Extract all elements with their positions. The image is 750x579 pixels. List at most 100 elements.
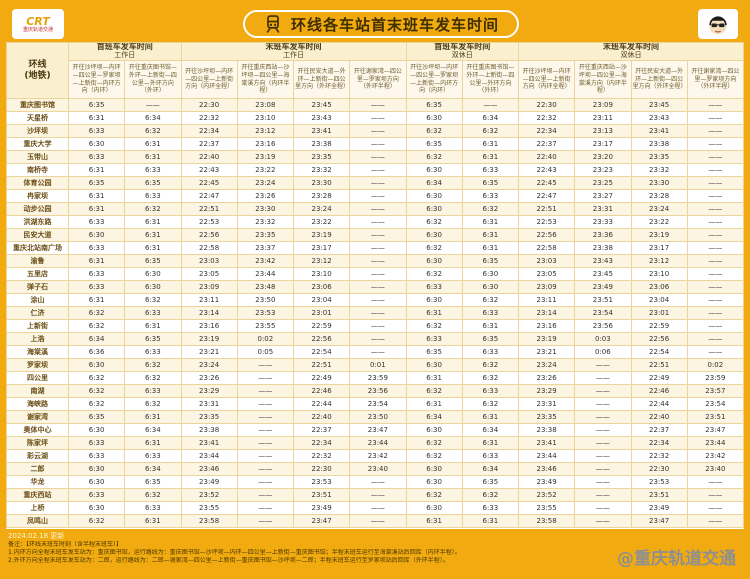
line-label-top: 环线 bbox=[28, 59, 47, 70]
time-cell: 6:36 bbox=[67, 345, 126, 359]
time-cell: 6:35 bbox=[461, 176, 520, 190]
time-cell: —— bbox=[236, 423, 295, 437]
time-cell: 6:31 bbox=[124, 150, 182, 164]
time-cell: 6:34 bbox=[405, 410, 463, 424]
table-row: 天星桥 6:31 6:34 22:32 23:10 23:43 —— 6:30 6:34 22:3… bbox=[6, 111, 744, 125]
time-cell: 22:32 bbox=[292, 449, 351, 463]
time-cell: 6:31 bbox=[124, 436, 182, 450]
time-cell: 6:32 bbox=[405, 436, 463, 450]
time-cell: 6:31 bbox=[124, 215, 182, 229]
time-cell: 22:58 bbox=[517, 241, 576, 255]
time-cell: —— bbox=[686, 293, 744, 307]
station-name: 动步公园 bbox=[6, 202, 69, 216]
time-cell: —— bbox=[574, 449, 632, 463]
time-cell: —— bbox=[349, 215, 407, 229]
station-name: 二郎 bbox=[6, 462, 69, 476]
time-cell: —— bbox=[349, 267, 407, 281]
time-cell: 22:34 bbox=[180, 124, 238, 138]
time-cell: 6:35 bbox=[124, 176, 182, 190]
time-cell: 23:09 bbox=[574, 98, 632, 112]
time-cell: 6:30 bbox=[405, 423, 463, 437]
time-cell: 23:38 bbox=[292, 137, 351, 151]
direction-header: 开往重庆西站—沙坪坝—四公里—海棠溪方向（内环半程） bbox=[236, 60, 295, 99]
station-name: 仁济 bbox=[6, 306, 69, 320]
time-cell: 23:13 bbox=[574, 124, 632, 138]
page-title-pill: 环线各车站首末班车发车时间 bbox=[242, 10, 519, 38]
table-row: 上桥 6:30 6:33 23:55 —— 23:49 —— 6:30 6:33 23:55 —— 2… bbox=[6, 501, 744, 515]
time-cell: 23:32 bbox=[630, 163, 688, 177]
time-cell: 23:41 bbox=[517, 436, 576, 450]
time-cell: 23:53 bbox=[236, 306, 295, 320]
time-cell: 23:45 bbox=[292, 98, 351, 112]
time-cell: 6:35 bbox=[405, 137, 463, 151]
time-cell: —— bbox=[574, 410, 632, 424]
time-cell: 6:31 bbox=[67, 111, 126, 125]
time-cell: 22:37 bbox=[517, 137, 576, 151]
time-cell: 22:59 bbox=[292, 319, 351, 333]
table-row: 重庆大学 6:30 6:31 22:37 23:16 23:38 —— 6:35 6:31 22:… bbox=[6, 137, 744, 151]
direction-header: 开往重庆图书馆—外环—上新街—四公里—外环方向（外环） bbox=[124, 60, 182, 99]
time-cell: 6:32 bbox=[405, 449, 463, 463]
station-name: 重庆西站 bbox=[6, 488, 69, 502]
time-cell: 6:33 bbox=[67, 449, 126, 463]
group-first-weekend: 首班车发车时间 双休日 bbox=[405, 42, 519, 61]
group-first-weekday: 首班车发车时间 工作日 bbox=[68, 42, 182, 61]
time-cell: 6:32 bbox=[461, 124, 520, 138]
time-cell: 22:45 bbox=[180, 176, 238, 190]
station-name: 民安大道 bbox=[6, 228, 69, 242]
time-cell: 6:31 bbox=[67, 293, 126, 307]
time-cell: 6:31 bbox=[461, 436, 520, 450]
time-cell: 22:56 bbox=[292, 332, 351, 346]
time-cell: 0:01 bbox=[349, 358, 407, 372]
time-cell: 23:38 bbox=[630, 137, 688, 151]
station-name: 南湖 bbox=[6, 384, 69, 398]
time-cell: 6:31 bbox=[67, 189, 126, 203]
station-name: 南桥寺 bbox=[6, 163, 69, 177]
station-name: 奥体中心 bbox=[6, 423, 69, 437]
time-cell: 23:03 bbox=[180, 254, 238, 268]
time-cell: 6:33 bbox=[67, 241, 126, 255]
time-cell: —— bbox=[349, 280, 407, 294]
time-cell: 6:32 bbox=[405, 215, 463, 229]
time-cell: 23:45 bbox=[630, 98, 688, 112]
direction-header: 开往重庆西站—沙坪坝—四公里—海棠溪方向（内环半程） bbox=[574, 60, 632, 99]
time-cell: 23:26 bbox=[180, 371, 238, 385]
time-cell: —— bbox=[574, 384, 632, 398]
table-row: 仁济 6:32 6:33 23:14 23:53 23:01 —— 6:31 6:33 23:14… bbox=[6, 306, 744, 320]
note-title: 备注：【环线末班车时刻（含半程末班车）】 bbox=[8, 541, 123, 549]
time-cell: 23:08 bbox=[236, 98, 295, 112]
time-cell: 6:31 bbox=[67, 163, 126, 177]
time-cell: 23:56 bbox=[574, 319, 632, 333]
time-cell: 23:47 bbox=[349, 423, 407, 437]
table-row: 冉家坝 6:31 6:33 22:47 23:26 23:28 —— 6:30 6:33 22:4… bbox=[6, 189, 744, 203]
time-cell: 23:55 bbox=[236, 319, 295, 333]
time-cell: 23:46 bbox=[517, 462, 576, 476]
time-cell: 23:12 bbox=[292, 254, 351, 268]
metro-train-icon bbox=[263, 14, 283, 34]
time-cell: 23:56 bbox=[349, 384, 407, 398]
time-cell: 6:32 bbox=[405, 124, 463, 138]
group-header-row: 环线 (地铁) 首班车发车时间 工作日 末班车发车时间 工作日 首班车发车时间 … bbox=[6, 42, 744, 99]
time-cell: 22:53 bbox=[517, 215, 576, 229]
time-cell: 23:23 bbox=[574, 163, 632, 177]
station-name: 四公里 bbox=[6, 371, 69, 385]
time-cell: 23:52 bbox=[180, 488, 238, 502]
time-cell: 23:49 bbox=[517, 475, 576, 489]
time-cell: 23:17 bbox=[574, 137, 632, 151]
time-cell: 6:32 bbox=[405, 150, 463, 164]
time-cell: 23:44 bbox=[686, 436, 744, 450]
time-cell: —— bbox=[686, 280, 744, 294]
time-cell: —— bbox=[686, 189, 744, 203]
time-cell: 6:33 bbox=[405, 332, 463, 346]
time-cell: 23:36 bbox=[574, 228, 632, 242]
time-cell: 23:31 bbox=[180, 397, 238, 411]
time-cell: —— bbox=[574, 358, 632, 372]
time-cell: —— bbox=[686, 215, 744, 229]
time-cell: 22:30 bbox=[180, 98, 238, 112]
time-cell: 6:35 bbox=[67, 410, 126, 424]
time-cell: —— bbox=[349, 254, 407, 268]
time-cell: 6:33 bbox=[67, 267, 126, 281]
time-cell: 23:51 bbox=[630, 488, 688, 502]
time-cell: 23:53 bbox=[292, 475, 351, 489]
time-cell: 23:04 bbox=[630, 293, 688, 307]
